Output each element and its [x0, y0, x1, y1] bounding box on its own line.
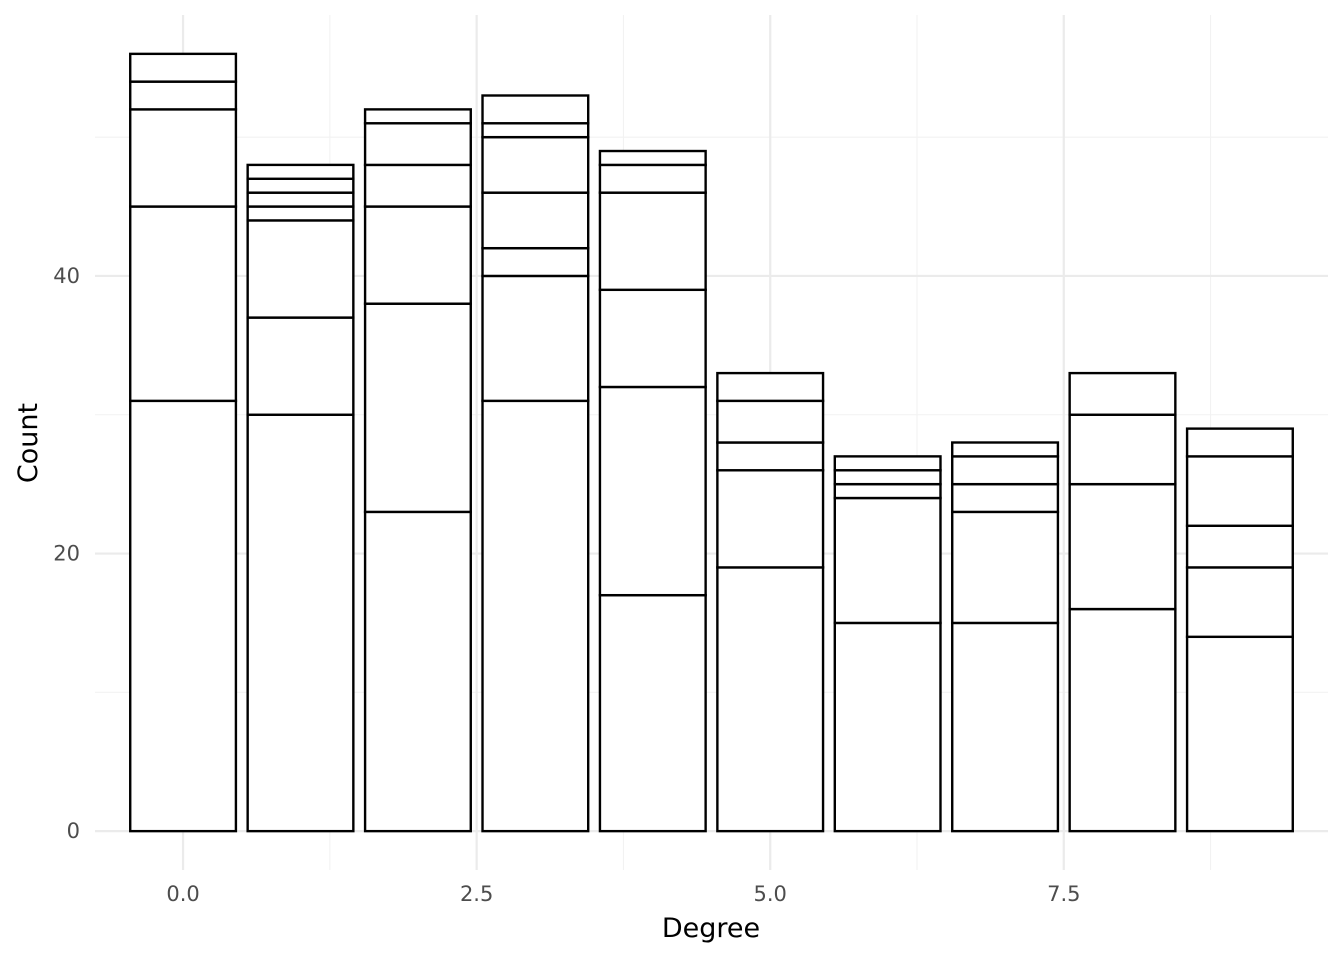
- bar-segment: [598, 385, 707, 597]
- bar-segment: [833, 496, 942, 625]
- bar-stack: [951, 441, 1060, 833]
- bar-segment: [129, 52, 238, 83]
- bar-segment: [598, 593, 707, 833]
- bar-segment: [1068, 482, 1177, 611]
- bar-segment: [363, 122, 472, 167]
- bar-segment: [1068, 371, 1177, 416]
- bar-segment: [246, 316, 355, 416]
- bar-segment: [598, 149, 707, 167]
- bar-segment: [598, 163, 707, 194]
- bar-segment: [129, 399, 238, 833]
- bar-segment: [716, 469, 825, 569]
- bar-segment: [951, 621, 1060, 833]
- y-tick-label: 0: [67, 819, 80, 843]
- y-tick-label: 40: [53, 264, 80, 288]
- bar-segment: [1185, 566, 1294, 639]
- bar-stack: [363, 108, 472, 833]
- bar-segment: [716, 399, 825, 444]
- bar-stack: [481, 94, 590, 833]
- x-tick-label: 5.0: [754, 882, 787, 906]
- bar-segment: [951, 441, 1060, 458]
- bar-segment: [246, 219, 355, 319]
- bar-segment: [951, 455, 1060, 486]
- bar-segment: [363, 510, 472, 833]
- bar-stack: [129, 52, 238, 833]
- bar-stack: [598, 149, 707, 833]
- bar-segment: [481, 122, 590, 139]
- bar-segment: [246, 413, 355, 833]
- bar-segment: [246, 177, 355, 194]
- bar-segment: [833, 469, 942, 486]
- bar-segment: [1185, 635, 1294, 833]
- bar-segment: [951, 510, 1060, 625]
- y-axis-title: Count: [13, 403, 44, 483]
- bar-segment: [1068, 607, 1177, 833]
- bar-segment: [129, 80, 238, 111]
- x-tick-label: 7.5: [1047, 882, 1080, 906]
- bar-segment: [363, 108, 472, 125]
- x-tick-label: 2.5: [460, 882, 493, 906]
- bar-segment: [481, 246, 590, 278]
- bar-segment: [716, 371, 825, 403]
- y-axis-ticks: 0 20 40: [53, 264, 80, 843]
- x-axis-title: Degree: [662, 913, 760, 944]
- bar-segment: [1185, 524, 1294, 569]
- bar-stack: [1068, 371, 1177, 833]
- bar-segment: [363, 205, 472, 305]
- bar-stack: [716, 371, 825, 833]
- bar-segment: [598, 191, 707, 292]
- bar-stack: [1185, 427, 1294, 833]
- bar-segment: [363, 302, 472, 514]
- bar-segment: [246, 163, 355, 180]
- bar-segment: [1185, 427, 1294, 458]
- x-axis-ticks: 0.0 2.5 5.0 7.5: [166, 882, 1080, 906]
- bar-segment: [246, 205, 355, 222]
- bar-segment: [716, 566, 825, 833]
- bar-segment: [481, 399, 590, 833]
- bar-segment: [481, 135, 590, 194]
- x-tick-label: 0.0: [166, 882, 199, 906]
- bar-segment: [951, 482, 1060, 514]
- bar-segment: [129, 205, 238, 403]
- bar-segment: [833, 621, 942, 833]
- y-tick-label: 20: [53, 542, 80, 566]
- bar-segment: [481, 94, 590, 125]
- bar-segment: [1068, 413, 1177, 486]
- bar-segment: [129, 108, 238, 208]
- bar-segment: [481, 191, 590, 250]
- bar-segment: [598, 288, 707, 389]
- bar-segment: [833, 482, 942, 500]
- bar-stack: [246, 163, 355, 833]
- bar-segment: [833, 455, 942, 472]
- bar-segment: [481, 274, 590, 403]
- bar-stack: [833, 455, 942, 833]
- bars: [129, 52, 1294, 833]
- bar-segment: [363, 163, 472, 208]
- bar-segment: [1185, 455, 1294, 527]
- bar-segment: [246, 191, 355, 208]
- bar-segment: [716, 441, 825, 472]
